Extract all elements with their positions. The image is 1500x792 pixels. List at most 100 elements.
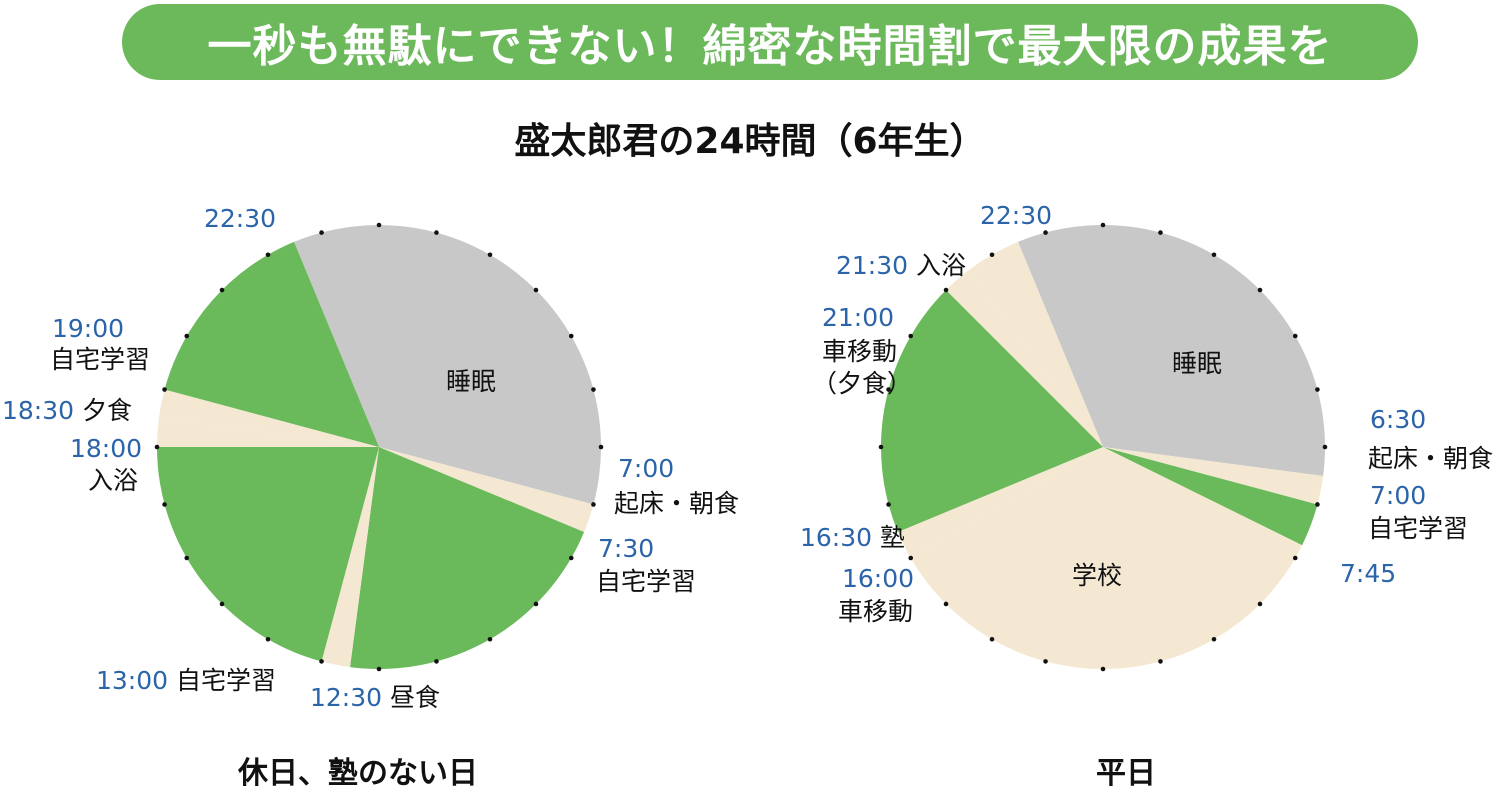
hour-tick-dot xyxy=(943,287,949,293)
pie-slice-other xyxy=(157,418,379,447)
hour-tick-dot xyxy=(1257,601,1263,607)
hour-tick-dot xyxy=(487,636,493,642)
hour-tick-dot xyxy=(219,601,225,607)
pie-slice-other xyxy=(967,241,1103,447)
hour-tick-dot xyxy=(219,287,225,293)
hour-tick-dot xyxy=(1292,333,1298,339)
segment-label: 自宅学習 xyxy=(596,567,697,596)
segment-label: 起床・朝食 xyxy=(1368,444,1494,473)
pie-slice-other xyxy=(910,447,1303,669)
time-label: 7:00 xyxy=(618,454,675,483)
hour-tick-dot xyxy=(943,601,949,607)
hour-tick-dot xyxy=(265,636,271,642)
pie-slice-study xyxy=(1103,447,1318,546)
time-label: 18:00 xyxy=(70,434,143,463)
hour-tick-dot xyxy=(568,333,574,339)
chart-caption: 休日、塾のない日 xyxy=(238,756,478,791)
time-label: 21:30 xyxy=(836,251,909,280)
hour-tick-dot xyxy=(1158,659,1163,664)
segment-label: 入浴 xyxy=(916,251,967,280)
hour-tick-dot xyxy=(591,387,596,392)
hour-tick-dot xyxy=(1100,666,1106,672)
hour-tick-dot xyxy=(184,555,190,561)
segment-label: 車移動 xyxy=(838,597,914,626)
time-label: 19:00 xyxy=(52,314,125,343)
pie-slice-other xyxy=(946,270,1103,447)
segment-label-school: 学校 xyxy=(1072,561,1123,590)
hour-tick-dot xyxy=(878,444,884,450)
time-label: 12:30 xyxy=(310,683,383,712)
hour-tick-dot xyxy=(1158,230,1163,235)
time-label: 16:00 xyxy=(842,564,915,593)
pie-slice-other xyxy=(379,447,594,532)
time-label: 7:45 xyxy=(1340,559,1397,588)
time-label: 13:00 xyxy=(96,666,169,695)
segment-label: 夕食 xyxy=(82,396,133,425)
hour-tick-dot xyxy=(886,387,891,392)
hour-tick-dot xyxy=(533,287,539,293)
hour-tick-dot xyxy=(434,659,439,664)
hour-tick-dot xyxy=(376,666,382,672)
hour-tick-dot xyxy=(1322,444,1328,450)
pie-slice-study xyxy=(157,447,379,662)
hour-tick-dot xyxy=(1100,222,1106,228)
hour-tick-dot xyxy=(598,444,604,450)
hour-tick-dot xyxy=(989,636,995,642)
pie-slice-other xyxy=(158,389,379,447)
segment-label: 昼食 xyxy=(390,683,441,712)
pie-slice-study xyxy=(880,290,1103,532)
segment-label: 自宅学習 xyxy=(176,666,277,695)
hour-tick-dot xyxy=(434,230,439,235)
segment-label: 塾 xyxy=(880,523,906,552)
hour-tick-dot xyxy=(1292,555,1298,561)
hour-tick-dot xyxy=(886,502,891,507)
pie-slice-other xyxy=(321,447,379,668)
pie-slice-sleep xyxy=(1018,225,1325,476)
segment-label-sleep: 睡眠 xyxy=(1172,349,1223,378)
hour-tick-dot xyxy=(908,333,914,339)
time-label: 22:30 xyxy=(204,204,277,233)
hour-tick-dot xyxy=(376,222,382,228)
title-banner: 一秒も無駄にできない！綿密な時間割で最大限の成果を xyxy=(122,4,1418,80)
subtitle: 盛太郎君の24時間（6年生） xyxy=(514,121,986,162)
time-label: 22:30 xyxy=(980,201,1053,230)
chart-caption: 平日 xyxy=(1096,756,1156,791)
segment-label: 起床・朝食 xyxy=(614,489,740,518)
hour-tick-dot xyxy=(1315,387,1320,392)
hour-tick-dot xyxy=(1043,659,1048,664)
time-label: 16:30 xyxy=(800,523,873,552)
segment-label: 車移動 xyxy=(822,337,898,366)
pie-slice-other xyxy=(897,447,1103,558)
hour-tick-dot xyxy=(568,555,574,561)
hour-tick-dot xyxy=(908,555,914,561)
hour-tick-dot xyxy=(162,502,167,507)
hour-tick-dot xyxy=(1211,252,1217,258)
hour-tick-dot xyxy=(319,230,324,235)
pie-slice-other xyxy=(1103,447,1324,505)
hour-tick-dot xyxy=(533,601,539,607)
pie-slice-sleep xyxy=(294,225,601,505)
hour-tick-dot xyxy=(265,252,271,258)
hour-tick-dot xyxy=(154,444,160,450)
hour-tick-dot xyxy=(1257,287,1263,293)
hour-tick-dot xyxy=(989,252,995,258)
pie-slice-study xyxy=(164,241,379,447)
segment-label: 自宅学習 xyxy=(50,345,151,374)
segment-label: 自宅学習 xyxy=(1368,514,1469,543)
hour-tick-dot xyxy=(1211,636,1217,642)
time-label: 6:30 xyxy=(1370,405,1427,434)
segment-label: （夕食） xyxy=(812,369,913,398)
hour-tick-dot xyxy=(1315,502,1320,507)
hour-tick-dot xyxy=(162,387,167,392)
hour-tick-dot xyxy=(591,502,596,507)
time-label: 7:30 xyxy=(598,534,655,563)
hour-tick-dot xyxy=(184,333,190,339)
segment-label-sleep: 睡眠 xyxy=(446,367,497,396)
time-label: 21:00 xyxy=(822,303,895,332)
hour-tick-dot xyxy=(487,252,493,258)
hour-tick-dot xyxy=(1043,230,1048,235)
time-label: 7:00 xyxy=(1370,481,1427,510)
time-label: 18:30 xyxy=(2,396,75,425)
segment-label: 入浴 xyxy=(88,466,139,495)
